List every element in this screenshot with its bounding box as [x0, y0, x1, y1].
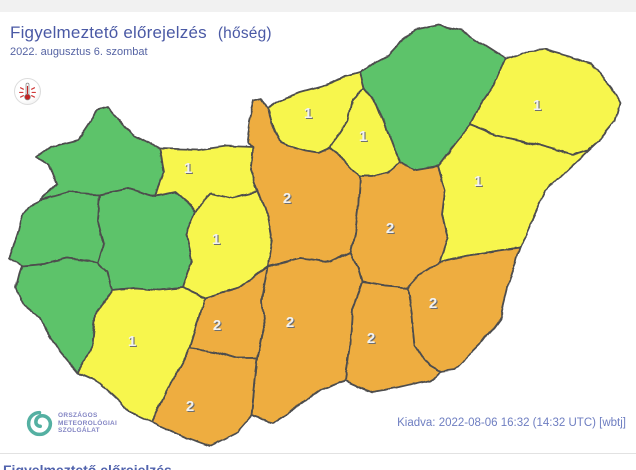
county-shapes-layer [7, 24, 621, 447]
warning-level-label-heves: 1 [360, 129, 368, 146]
warning-level-label-pest: 2 [283, 190, 291, 207]
warning-level-label-fejer: 1 [212, 231, 220, 248]
thermometer-sun-icon [19, 82, 36, 101]
page-top-strip [0, 0, 636, 12]
warning-level-label-jasz-nagykun-szolnok: 2 [387, 221, 395, 238]
clipped-page-caption: Figyelmeztető előrejelzés [3, 462, 172, 470]
heat-warning-icon [14, 78, 41, 105]
page-title-main: Figyelmeztető előrejelzés [10, 23, 207, 42]
county-bacs-kiskun [251, 251, 363, 424]
warning-level-label-szabolcs-szatmar-bereg: 1 [533, 97, 541, 114]
issued-timestamp: Kiadva: 2022-08-06 16:32 (14:32 UTC) [wb… [397, 417, 626, 429]
county-baranya [151, 347, 259, 447]
page-title-suffix: (hőség) [217, 25, 272, 42]
warning-level-label-csongrad-csanad: 2 [368, 331, 376, 348]
warning-level-label-somogy: 1 [129, 334, 137, 351]
warning-level-label-baranya: 2 [187, 399, 195, 416]
omsz-logo-line2: METEOROLÓGIAI [58, 419, 118, 427]
county-vas [7, 191, 105, 267]
county-veszprem [97, 187, 197, 291]
warning-level-label-tolna: 2 [213, 317, 221, 334]
warning-level-label-pest: 2 [284, 191, 292, 208]
warning-level-label-bacs-kiskun: 2 [287, 315, 295, 332]
warning-level-label-bacs-kiskun: 2 [286, 314, 294, 331]
bottom-divider [0, 453, 636, 454]
forecast-date: 2022. augusztus 6. szombat [10, 46, 148, 58]
warning-level-label-hajdu-bihar: 1 [474, 173, 482, 190]
county-pest [246, 97, 361, 267]
warning-level-label-somogy: 1 [128, 333, 136, 350]
page-title: Figyelmeztető előrejelzés (hőség) [10, 23, 272, 43]
county-gyor-moson-sopron [35, 106, 165, 201]
warning-level-label-nograd: 1 [304, 105, 312, 122]
warning-level-label-nograd: 1 [305, 106, 313, 123]
warning-level-label-komarom-esztergom: 1 [184, 160, 192, 177]
omsz-logo-line3: SZOLGÁLAT [58, 427, 100, 435]
omsz-logo-line1: ORSZÁGOS [58, 412, 98, 420]
warning-level-label-szabolcs-szatmar-bereg: 1 [534, 98, 542, 115]
county-bekes [407, 247, 521, 373]
warning-level-label-heves: 1 [359, 128, 367, 145]
warning-level-label-tolna: 2 [214, 318, 222, 335]
warning-level-label-fejer: 1 [213, 232, 221, 249]
warning-level-label-komarom-esztergom: 1 [185, 161, 193, 178]
warning-level-label-bekes: 2 [429, 295, 437, 312]
warning-level-label-bekes: 2 [430, 296, 438, 313]
warning-level-label-jasz-nagykun-szolnok: 2 [386, 220, 394, 237]
warning-level-label-baranya: 2 [186, 398, 194, 415]
map-header: Figyelmeztető előrejelzés (hőség) 2022. a… [10, 23, 272, 58]
omsz-swirl-icon [26, 410, 53, 437]
omsz-logo: ORSZÁGOS METEOROLÓGIAI SZOLGÁLAT [26, 410, 117, 437]
warning-level-label-csongrad-csanad: 2 [367, 330, 375, 347]
omsz-logo-text: ORSZÁGOS METEOROLÓGIAI SZOLGÁLAT [58, 412, 117, 435]
warning-level-label-hajdu-bihar: 1 [475, 174, 483, 191]
